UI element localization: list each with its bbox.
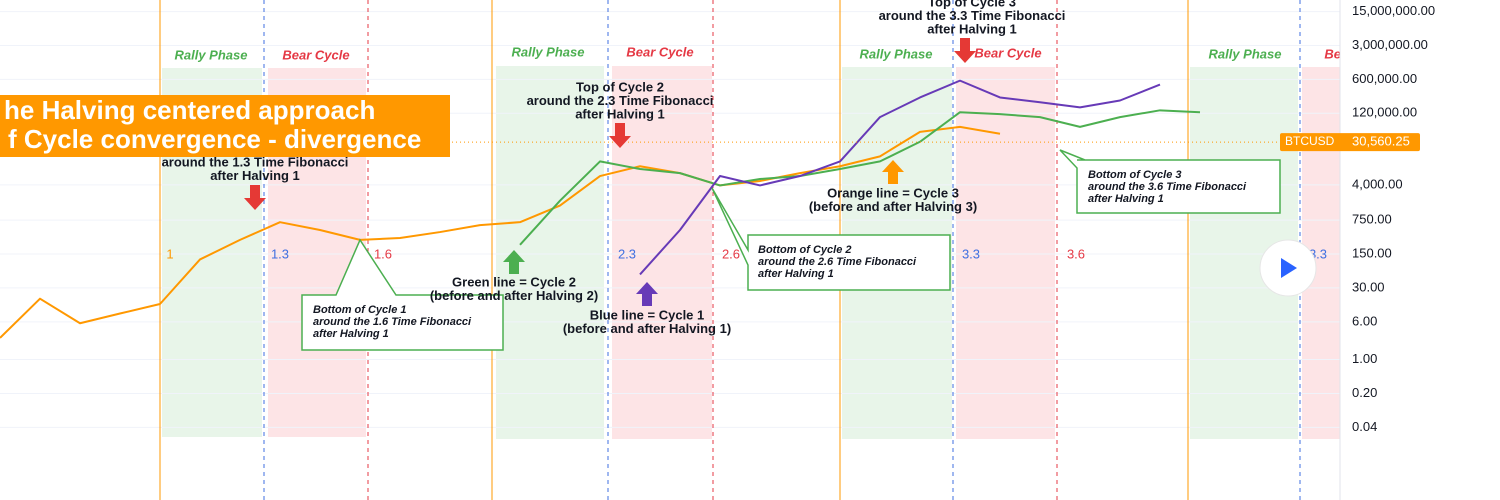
phase-label: Bear Cycle [626, 44, 693, 59]
y-tick-label: 120,000.00 [1352, 105, 1417, 120]
y-tick-label: 6.00 [1352, 313, 1377, 328]
annotation: Green line = Cycle 2 [452, 274, 576, 289]
phase-label: Rally Phase [860, 46, 933, 61]
phase-label: Bear Cycle [1324, 46, 1391, 61]
callout-text: after Halving 1 [758, 268, 834, 280]
y-tick-label: 150.00 [1352, 245, 1392, 260]
price-tag [1280, 133, 1420, 152]
fib-label: 3.3 [962, 246, 980, 261]
annotation: (before and after Halving 2) [430, 288, 598, 303]
callout-text: around the 3.6 Time Fibonacci [1088, 181, 1247, 193]
series-line [519, 109, 1201, 246]
play-icon[interactable] [1281, 258, 1297, 278]
annotation: around the 3.3 Time Fibonacci [879, 8, 1066, 23]
banner-text: f Cycle convergence - divergence [8, 124, 421, 154]
phase-label: Rally Phase [512, 44, 585, 59]
y-tick-label: 4,000.00 [1352, 176, 1403, 191]
fib-label: 1.3 [271, 246, 289, 261]
callout-box [301, 238, 504, 351]
y-tick-label: 750.00 [1352, 212, 1392, 227]
arrow [503, 250, 525, 274]
arrow [954, 38, 976, 63]
fib-label: 2.3 [618, 246, 636, 261]
phase-label: Rally Phase [1209, 46, 1282, 61]
series-layer [0, 79, 1340, 339]
y-tick-label: 30.00 [1352, 279, 1385, 294]
fib-label: 1 [166, 246, 173, 261]
y-tick-label: 1.00 [1352, 351, 1377, 366]
annotation: Top of Cycle 2 [576, 79, 664, 94]
phase-label: Bear Cycle [974, 45, 1041, 60]
annotation: Top of Cycle 3 [928, 0, 1016, 9]
y-tick-label: 0.20 [1352, 385, 1377, 400]
cycle-lines [159, 0, 1301, 500]
callout-boxes [301, 149, 1281, 351]
callout-box [1059, 149, 1281, 214]
bear-zone [612, 66, 712, 439]
annotation: Blue line = Cycle 1 [590, 307, 705, 322]
callout-text: Bottom of Cycle 3 [1088, 169, 1182, 181]
fib-label: 3.6 [1067, 246, 1085, 261]
annotation: around the 1.3 Time Fibonacci [162, 154, 349, 169]
series-line [0, 125, 1001, 339]
annotation: after Halving 1 [927, 21, 1017, 36]
callout-text: Bottom of Cycle 2 [758, 244, 852, 256]
y-tick-label: 15,000,000.00 [1352, 3, 1435, 18]
price-symbol: BTCUSD [1285, 134, 1335, 148]
annotation: Orange line = Cycle 3 [827, 185, 959, 200]
label-layer: Rally Phase Bear Cycle Rally Phase Bear Cyc… [166, 44, 1391, 261]
callout-box [711, 187, 951, 291]
callout-text: Bottom of Cycle 1 [313, 304, 407, 316]
arrows [244, 38, 976, 306]
arrow [636, 282, 658, 306]
callout-text: around the 2.6 Time Fibonacci [758, 256, 917, 268]
arrow [244, 185, 266, 210]
phase-label: Rally Phase [175, 47, 248, 62]
annotation: around the 2.3 Time Fibonacci [527, 93, 714, 108]
price-axis [1340, 0, 1500, 500]
y-tick-label: 600,000.00 [1352, 71, 1417, 86]
price-value: 30,560.25 [1352, 134, 1410, 149]
fib-label: 2.6 [722, 246, 740, 261]
fib-label: 1.6 [374, 246, 392, 261]
callout-text: after Halving 1 [313, 328, 389, 340]
banner-text: he Halving centered approach [4, 95, 375, 125]
annotation: after Halving 1 [210, 168, 300, 183]
annotation: (before and after Halving 3) [809, 199, 977, 214]
annotation: (before and after Halving 1) [563, 321, 731, 336]
banner [0, 95, 450, 157]
y-tick-label: 0.04 [1352, 419, 1377, 434]
callout-text: after Halving 1 [1088, 193, 1164, 205]
callout-text: around the 1.6 Time Fibonacci [313, 316, 472, 328]
arrow [609, 123, 631, 148]
phase-label: Bear Cycle [282, 47, 349, 62]
y-tick-label: 3,000,000.00 [1352, 37, 1428, 52]
price-axis-labels: 15,000,000.00 3,000,000.00 600,000.00 120,0… [1280, 3, 1435, 434]
series-line [639, 79, 1161, 276]
plot-area: Rally Phase Bear Cycle Rally Phase Bear Cyc… [0, 0, 1391, 500]
annotation: after Halving 1 [575, 106, 665, 121]
arrow [882, 160, 904, 184]
